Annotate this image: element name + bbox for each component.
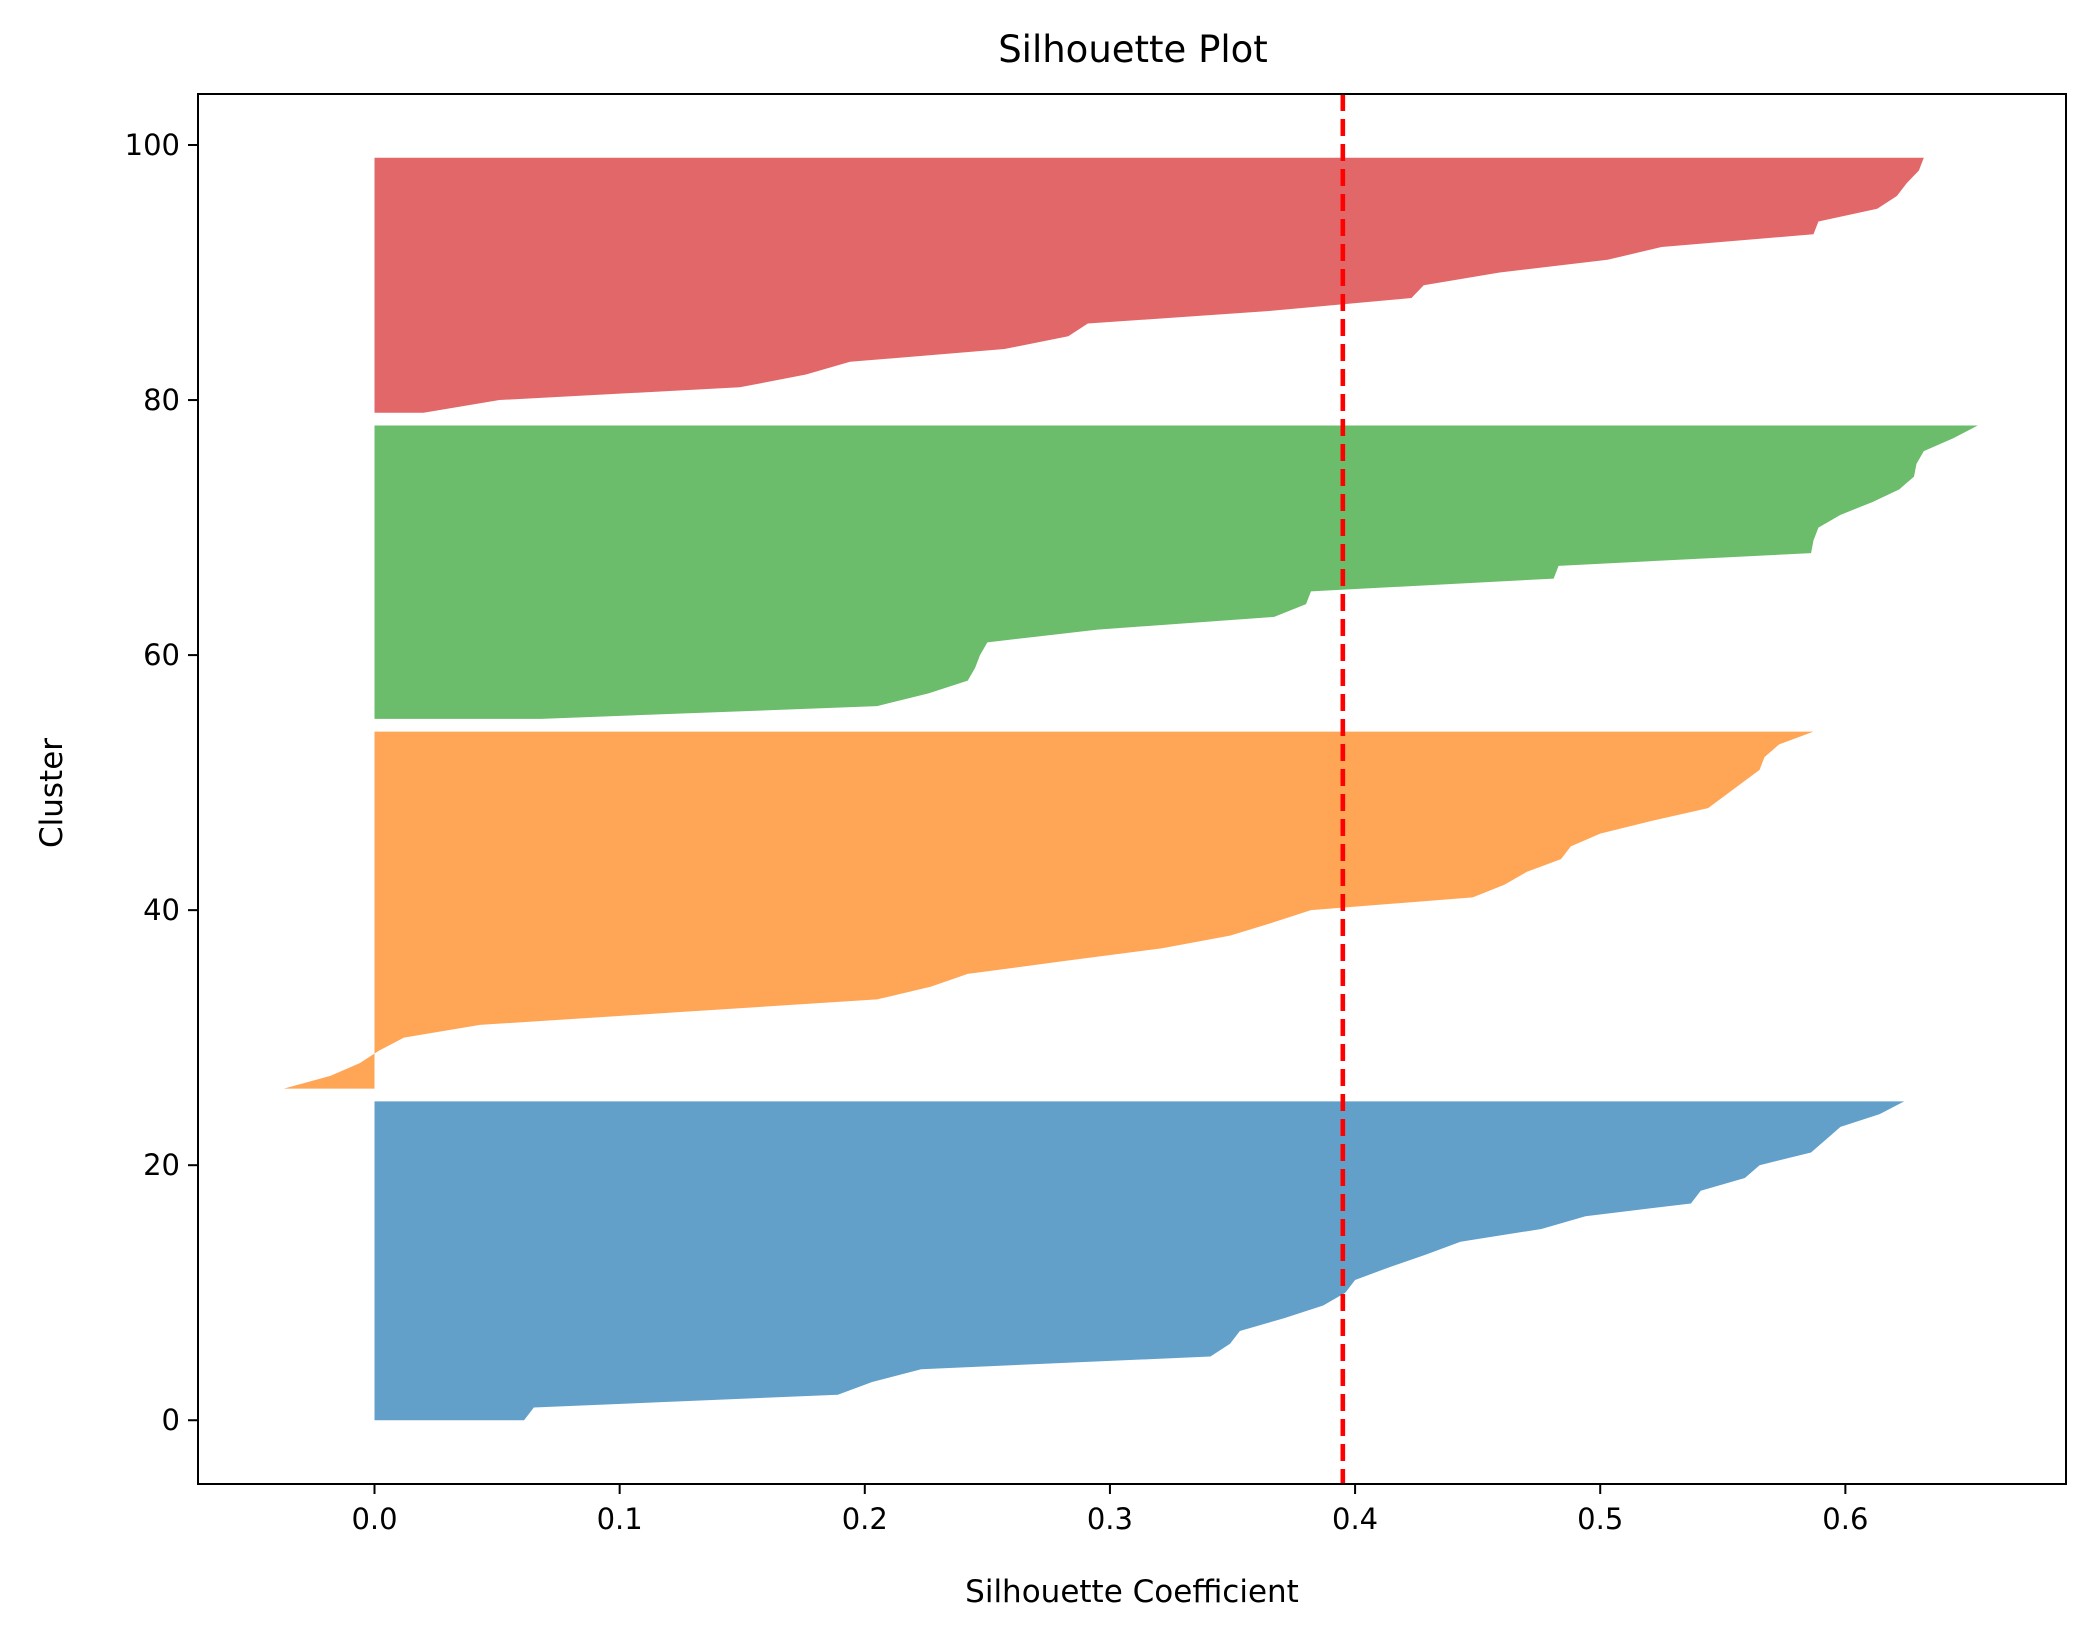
y-tick-label: 60	[143, 638, 180, 672]
cluster-band-0	[374, 1101, 1905, 1421]
x-tick-label: 0.2	[842, 1502, 888, 1536]
x-tick-label: 0.1	[597, 1502, 643, 1536]
cluster-bands	[283, 157, 1978, 1421]
y-tick-label: 20	[143, 1148, 180, 1182]
y-axis-label: Cluster	[34, 738, 70, 848]
cluster-band-2	[374, 425, 1978, 719]
y-tick-label: 0	[162, 1403, 180, 1437]
cluster-band-3	[374, 157, 1924, 413]
cluster-band-1	[283, 731, 1814, 1089]
x-axis-label: Silhouette Coefficient	[965, 1574, 1299, 1610]
x-tick-label: 0.0	[351, 1502, 397, 1536]
x-tick-label: 0.3	[1087, 1502, 1133, 1536]
x-tick-label: 0.6	[1822, 1502, 1868, 1536]
y-tick-label: 100	[125, 128, 180, 162]
y-axis-ticks: 0 20 40 60 80 100	[125, 128, 198, 1437]
y-tick-label: 40	[143, 893, 180, 927]
x-axis-ticks: 0.0 0.1 0.2 0.3 0.4 0.5 0.6	[351, 1484, 1868, 1536]
chart-title: Silhouette Plot	[998, 28, 1268, 71]
x-tick-label: 0.4	[1332, 1502, 1378, 1536]
y-tick-label: 80	[143, 383, 180, 417]
plot-frame	[197, 93, 2067, 1485]
x-tick-label: 0.5	[1577, 1502, 1623, 1536]
